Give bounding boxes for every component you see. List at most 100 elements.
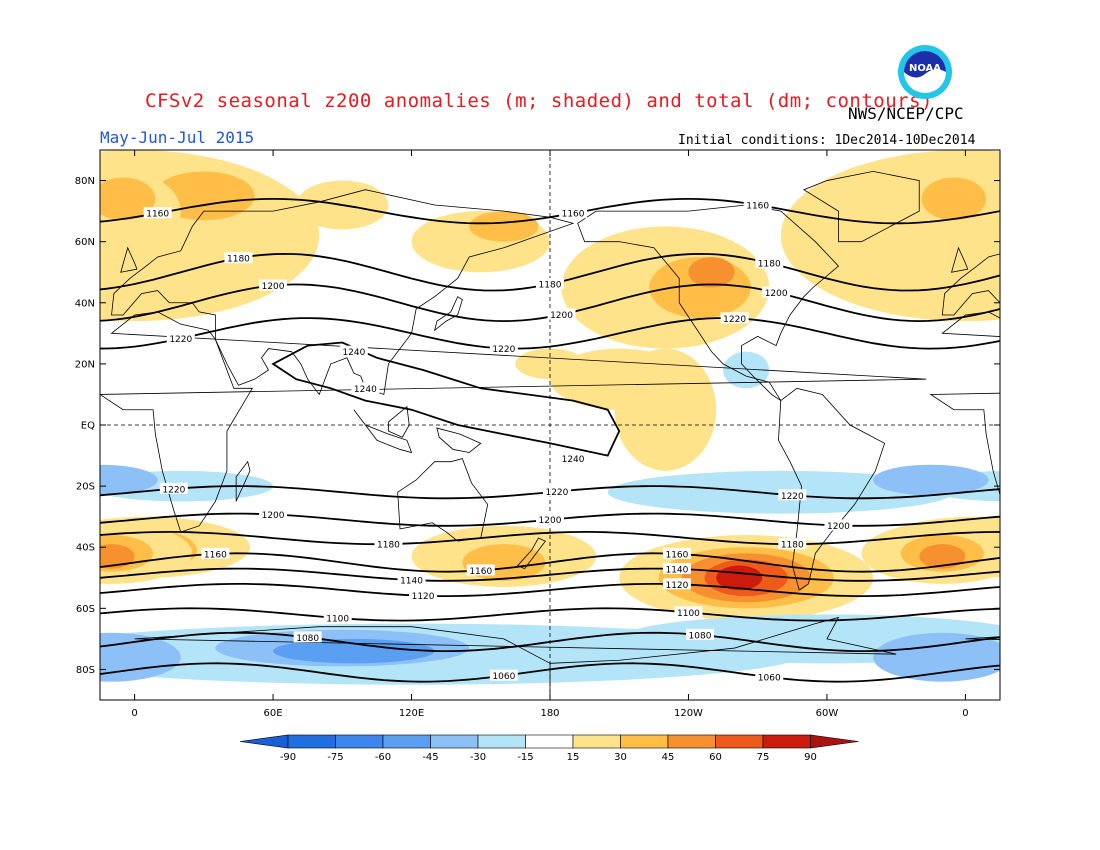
- contour-label: 1200: [827, 522, 850, 532]
- coastline: [134, 616, 897, 700]
- coastline: [433, 296, 463, 332]
- contour-line: [100, 530, 1000, 546]
- lon-label: 120E: [399, 708, 424, 719]
- contour-label-bg: [397, 574, 426, 586]
- colorbar-segment: [287, 734, 336, 749]
- contour-label: 1200: [539, 516, 562, 526]
- colorbar-low-arrow: [239, 734, 289, 749]
- map-axes: 80N 60N 40N 20N EQ 20S 40S 60S 80S 0 60E 120E 180 120…: [75, 150, 1000, 719]
- contour-label: 1220: [723, 315, 746, 325]
- lat-label: 40S: [76, 543, 95, 554]
- contour-label-bg: [778, 538, 807, 550]
- anomaly-region: [688, 256, 735, 288]
- reference-lines: [100, 150, 1000, 700]
- anomaly-region: [921, 177, 987, 221]
- anomaly-region: [873, 632, 1000, 682]
- contour-label-bg: [547, 308, 576, 320]
- season-label: May-Jun-Jul 2015: [100, 128, 255, 147]
- contour-label-bg: [259, 279, 288, 291]
- coastline: [235, 460, 251, 502]
- contour-label-bg: [762, 286, 791, 298]
- contour-line: [100, 607, 1000, 622]
- contour-label: 1140: [400, 577, 423, 587]
- lat-label: 20N: [75, 359, 95, 370]
- colorbar-tick-label: 75: [757, 752, 770, 763]
- contour-label-bg: [559, 207, 588, 219]
- lat-label: 20S: [76, 482, 95, 493]
- contour-label: 1220: [545, 488, 568, 498]
- contour-label: 1160: [746, 202, 769, 212]
- contour-label: 1160: [562, 210, 585, 220]
- anomaly-region: [861, 220, 977, 294]
- contour-label-bg: [409, 589, 438, 601]
- lon-label: 120W: [674, 708, 703, 719]
- colorbar-tick-label: -75: [327, 752, 343, 763]
- coastlines: [0, 170, 1081, 701]
- colorbar-segment: [335, 734, 384, 749]
- coastline: [120, 246, 138, 273]
- colorbar-segment: [715, 734, 764, 749]
- coastline: [0, 205, 8, 401]
- contour-label-bg: [778, 489, 807, 501]
- coastline: [517, 537, 547, 570]
- contour-label-bg: [559, 452, 588, 464]
- contour-label-bg: [536, 513, 564, 525]
- contour-label: 1080: [689, 631, 712, 641]
- anomaly-region: [100, 544, 135, 569]
- colorbar-tick-label: 90: [804, 752, 817, 763]
- chart-title: CFSv2 seasonal z200 anomalies (m; shaded…: [145, 90, 933, 112]
- contour-label: 1220: [169, 335, 192, 345]
- colorbar-segment: [525, 734, 574, 749]
- contour-label: 1080: [296, 634, 319, 644]
- anomaly-region: [100, 177, 156, 221]
- colorbar-tick-label: 30: [614, 752, 627, 763]
- contour-label-bg: [542, 485, 571, 497]
- lon-label: 0: [131, 708, 137, 719]
- contour-label-bg: [159, 482, 188, 494]
- noaa-logo-icon: NOAA: [898, 45, 952, 99]
- contour-label: 1140: [665, 565, 688, 575]
- contour-label-bg: [489, 669, 518, 681]
- coastline: [1067, 462, 1081, 502]
- colorbar-tick-label: -45: [422, 752, 438, 763]
- coastline: [950, 246, 969, 273]
- colorbar-tick-label: -30: [470, 752, 486, 763]
- lat-label: 40N: [75, 298, 95, 309]
- contour-label: 1160: [204, 550, 227, 560]
- contour-label-bg: [662, 562, 691, 574]
- contour-label: 1180: [758, 260, 781, 270]
- colorbar-tick-label: -15: [517, 752, 533, 763]
- contour-line: [100, 317, 1000, 350]
- coastline: [388, 405, 410, 438]
- coastline: [929, 311, 1000, 497]
- coastline: [965, 636, 1000, 640]
- colorbar-tick-label: 60: [709, 752, 722, 763]
- contour-label: 1060: [492, 672, 515, 682]
- colorbar-segment: [667, 734, 716, 749]
- colorbar-segment: [620, 734, 669, 749]
- contour-label-bg: [466, 564, 495, 576]
- contour-label: 1120: [665, 581, 688, 591]
- coastline: [0, 388, 54, 590]
- initial-conditions-label: Initial conditions: 1Dec2014-10Dec2014: [678, 133, 976, 148]
- contour-line: [100, 197, 1000, 225]
- contour-label-bg: [323, 612, 352, 624]
- colorbar-segment: [382, 734, 431, 749]
- contour-label-bg: [686, 628, 714, 640]
- contour-label: 1060: [758, 674, 781, 684]
- contour-label: 1200: [262, 282, 285, 292]
- contour-line: [100, 552, 1000, 573]
- lon-label: 0: [962, 708, 968, 719]
- coastline: [397, 458, 489, 542]
- noaa-logo-text: NOAA: [909, 63, 941, 74]
- contour-label: 1120: [412, 592, 435, 602]
- anomaly-region: [100, 464, 158, 496]
- contour-label: 1220: [162, 485, 185, 495]
- coastline: [802, 170, 920, 243]
- contour-label-bg: [143, 207, 172, 219]
- coastline: [0, 618, 65, 701]
- contour-label-bg: [720, 312, 749, 324]
- contour-label-bg: [674, 606, 703, 618]
- contour-label: 1220: [492, 345, 515, 355]
